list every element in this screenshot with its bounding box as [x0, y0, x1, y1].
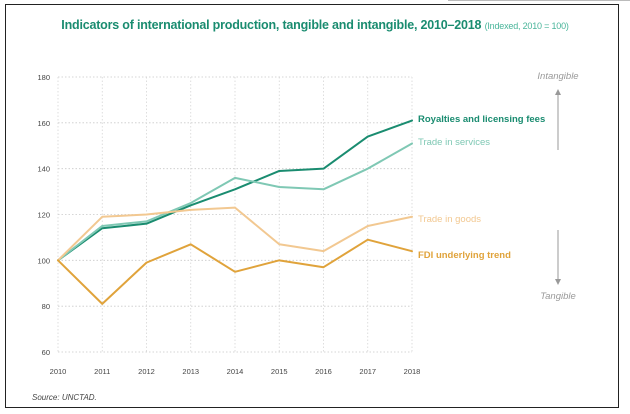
x-tick-label: 2010 — [50, 367, 67, 376]
series-line — [57, 119, 413, 262]
source-text: UNCTAD. — [61, 393, 97, 402]
y-tick-label: 120 — [37, 211, 50, 220]
series-line — [57, 142, 413, 262]
x-tick-label: 2011 — [94, 367, 110, 376]
intangible-label: Intangible — [537, 71, 578, 82]
tangible-label: Tangible — [540, 291, 576, 302]
x-tick-label: 2018 — [404, 367, 421, 376]
top-edge-line — [448, 0, 630, 1]
x-tick-labels: 2010 2011 2012 2013 2014 2015 2016 2017 2018 — [50, 367, 421, 376]
series-label: Royalties and licensing fees — [418, 114, 545, 125]
x-tick-label: 2012 — [138, 367, 155, 376]
y-tick-label: 80 — [42, 302, 50, 311]
series-lines — [57, 119, 413, 305]
series-label: FDI underlying trend — [418, 250, 511, 261]
source-note: Source: UNCTAD. — [32, 393, 97, 402]
x-tick-label: 2016 — [315, 367, 332, 376]
chart-frame — [5, 4, 619, 408]
series-label: Trade in goods — [418, 214, 481, 225]
series-line — [57, 206, 413, 262]
y-tick-label: 140 — [37, 165, 50, 174]
x-tick-label: 2015 — [271, 367, 288, 376]
y-tick-label: 160 — [37, 119, 50, 128]
series-label: Trade in services — [418, 137, 490, 148]
series-line — [57, 238, 413, 305]
y-tick-labels: 60 80 100 120 140 160 180 — [37, 73, 50, 357]
series-labels: Royalties and licensing fees Trade in ser… — [418, 114, 545, 261]
source-label: Source: — [32, 393, 60, 402]
chart-subtitle: (Indexed, 2010 = 100) — [484, 21, 569, 31]
x-tick-label: 2013 — [182, 367, 199, 376]
chart-title: Indicators of international production, … — [0, 18, 630, 32]
chart-title-text: Indicators of international production, … — [61, 18, 482, 32]
intangible-tangible-axis: Intangible Tangible — [537, 71, 578, 302]
x-tick-label: 2017 — [359, 367, 376, 376]
x-tick-label: 2014 — [227, 367, 244, 376]
y-tick-label: 60 — [42, 348, 50, 357]
grid-lines — [57, 76, 413, 353]
y-tick-label: 100 — [37, 256, 50, 265]
y-tick-label: 180 — [37, 73, 50, 82]
